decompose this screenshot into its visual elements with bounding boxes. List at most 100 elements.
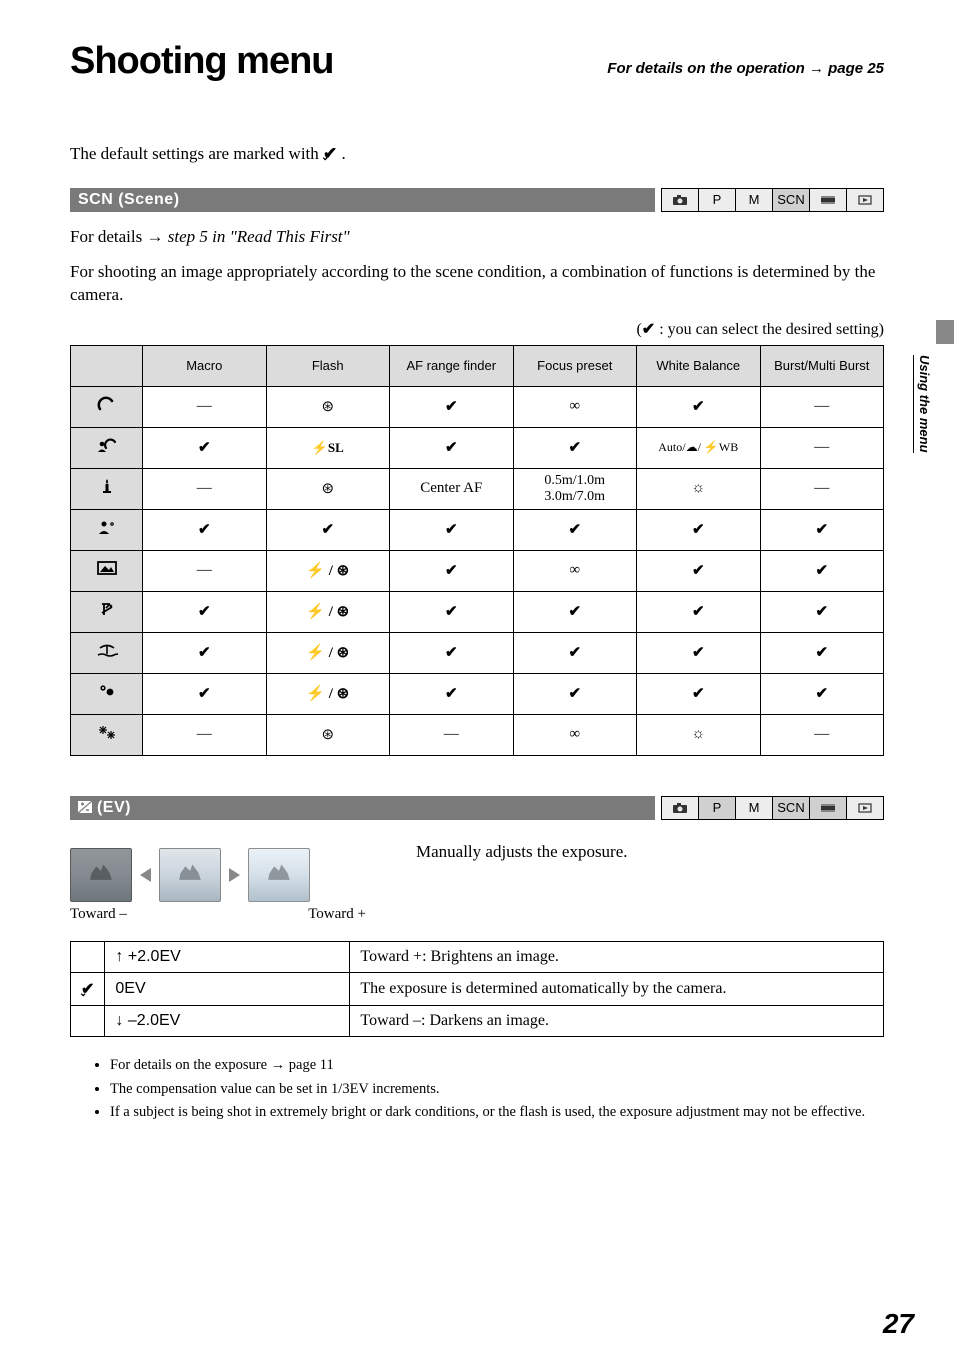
table-row: ↓ –2.0EV Toward –: Darkens an image. bbox=[71, 1005, 884, 1036]
cell: ✔ bbox=[513, 673, 637, 714]
scene-th-blank bbox=[71, 345, 143, 386]
table-row: ✔ ⚡ / ⊛ ✔ ✔ ✔ ✔ bbox=[71, 591, 884, 632]
cell: ☼ bbox=[637, 468, 761, 509]
intro-span: The default settings are marked with bbox=[70, 144, 323, 163]
scn-title: SCN (Scene) bbox=[70, 188, 655, 212]
mode-scn: SCN bbox=[773, 797, 810, 819]
page-number: 27 bbox=[883, 1308, 914, 1340]
cell: ✔ bbox=[760, 550, 884, 591]
ev-desc-cell: Toward –: Darkens an image. bbox=[350, 1005, 884, 1036]
scene-th-macro: Macro bbox=[143, 345, 267, 386]
cell: ✔ bbox=[760, 673, 884, 714]
cell: ∞ bbox=[513, 550, 637, 591]
cell: ✔ bbox=[390, 386, 514, 427]
table-row: ↑ +2.0EV Toward +: Brightens an image. bbox=[71, 941, 884, 972]
intro-text: The default settings are marked with ✔⌄ … bbox=[70, 143, 884, 166]
mode-movie-icon bbox=[810, 189, 847, 211]
cell: ⊛ bbox=[266, 714, 390, 755]
ev-arrow-left-icon bbox=[140, 868, 151, 882]
candle-icon bbox=[71, 468, 143, 509]
cell: ✔ bbox=[637, 673, 761, 714]
ev-arrow-right-icon bbox=[229, 868, 240, 882]
cell: ✔ bbox=[143, 632, 267, 673]
header: Shooting menu For details on the operati… bbox=[70, 40, 884, 83]
ev-title-text: (EV) bbox=[97, 799, 131, 816]
ev-title: (EV) bbox=[70, 796, 655, 820]
fireworks-icon bbox=[71, 714, 143, 755]
table-row: — ⊛ — ∞ ☼ — bbox=[71, 714, 884, 755]
scn-section-bar: SCN (Scene) P M SCN bbox=[70, 188, 884, 212]
scene-table: Macro Flash AF range finder Focus preset… bbox=[70, 345, 884, 756]
cell: ✔ bbox=[637, 550, 761, 591]
ev-value: ↑ +2.0EV bbox=[105, 941, 350, 972]
cell: Center AF bbox=[390, 468, 514, 509]
mode-m: M bbox=[736, 797, 773, 819]
cell: ✔ bbox=[513, 591, 637, 632]
ev-thumb-light bbox=[248, 848, 310, 902]
hispeed-shutter-icon bbox=[71, 591, 143, 632]
mode-p: P bbox=[699, 797, 736, 819]
cell: ✔ bbox=[390, 673, 514, 714]
ev-value: 0EV bbox=[105, 972, 350, 1005]
toward-minus-label: Toward – bbox=[70, 906, 127, 923]
mode-p: P bbox=[699, 189, 736, 211]
mode-movie-icon bbox=[810, 797, 847, 819]
cell: ✔ bbox=[266, 509, 390, 550]
cell: ✔ bbox=[637, 591, 761, 632]
ev-thumb-mid bbox=[159, 848, 221, 902]
page-title: Shooting menu bbox=[70, 40, 334, 83]
table-row: ✔ ⚡ / ⊛ ✔ ✔ ✔ ✔ bbox=[71, 632, 884, 673]
ev-value: ↓ –2.0EV bbox=[105, 1005, 350, 1036]
ev-table: ↑ +2.0EV Toward +: Brightens an image. ✔… bbox=[70, 941, 884, 1037]
scene-th-af: AF range finder bbox=[390, 345, 514, 386]
scene-th-burst: Burst/Multi Burst bbox=[760, 345, 884, 386]
header-subtitle: For details on the operation → page 25 bbox=[607, 60, 884, 77]
cell: ⚡ / ⊛ bbox=[266, 673, 390, 714]
scene-th-flash: Flash bbox=[266, 345, 390, 386]
ev-thumbs-block: Toward – Toward + bbox=[70, 834, 366, 923]
ev-labels: Toward – Toward + bbox=[70, 906, 366, 923]
cell: ✔ bbox=[637, 509, 761, 550]
cell: ✔ bbox=[390, 550, 514, 591]
ev-section-bar: (EV) P M SCN bbox=[70, 796, 884, 820]
cell: ✔ bbox=[143, 427, 267, 468]
cell: — bbox=[143, 550, 267, 591]
note-item: For details on the exposure → page 11 bbox=[110, 1055, 884, 1077]
scene-th-wb: White Balance bbox=[637, 345, 761, 386]
cell: ⚡ / ⊛ bbox=[266, 550, 390, 591]
table-row: — ⊛ Center AF 0.5m/1.0m 3.0m/7.0m ☼ — bbox=[71, 468, 884, 509]
ev-desc-cell: Toward +: Brightens an image. bbox=[350, 941, 884, 972]
cell: ∞ bbox=[513, 714, 637, 755]
table-row: — ⊛ ✔ ∞ ✔ — bbox=[71, 386, 884, 427]
cell: 0.5m/1.0m 3.0m/7.0m bbox=[513, 468, 637, 509]
cell: ✔ bbox=[513, 632, 637, 673]
ev-thumbnail-row bbox=[70, 848, 366, 902]
cell: ⊛ bbox=[266, 386, 390, 427]
cell: — bbox=[760, 714, 884, 755]
toward-plus-label: Toward + bbox=[308, 906, 366, 923]
cell: — bbox=[143, 714, 267, 755]
cell: ⚡SL bbox=[266, 427, 390, 468]
notes-list: For details on the exposure → page 11 Th… bbox=[70, 1055, 884, 1124]
table-row: ✔ ✔ ✔ ✔ ✔ ✔ bbox=[71, 509, 884, 550]
scn-line1: For details → step 5 in "Read This First… bbox=[70, 226, 884, 249]
scn-line1-em: step 5 in "Read This First" bbox=[168, 227, 350, 246]
cell: — bbox=[143, 468, 267, 509]
mode-play-icon bbox=[847, 189, 883, 211]
side-tab: Using the menu bbox=[913, 355, 932, 453]
cell: ✔ bbox=[513, 427, 637, 468]
cell: ⊛ bbox=[266, 468, 390, 509]
cell: ✔ bbox=[760, 591, 884, 632]
cell: ✔ bbox=[637, 632, 761, 673]
cell: ☼ bbox=[637, 714, 761, 755]
scene-table-header-row: Macro Flash AF range finder Focus preset… bbox=[71, 345, 884, 386]
cell: ✔ bbox=[760, 632, 884, 673]
cell: ✔ bbox=[390, 427, 514, 468]
mode-strip-scn: P M SCN bbox=[661, 188, 884, 212]
cell: ⚡ / ⊛ bbox=[266, 591, 390, 632]
soft-snap-icon bbox=[71, 509, 143, 550]
cell: — bbox=[760, 427, 884, 468]
cell: Auto/☁/ ⚡WB bbox=[637, 427, 761, 468]
ev-description: Manually adjusts the exposure. bbox=[416, 842, 628, 862]
cell: ✔ bbox=[143, 509, 267, 550]
